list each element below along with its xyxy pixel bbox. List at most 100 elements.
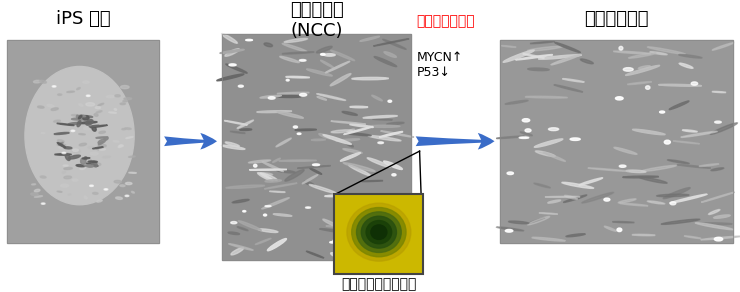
Ellipse shape — [618, 199, 636, 203]
Ellipse shape — [230, 131, 245, 133]
Ellipse shape — [554, 85, 583, 92]
Ellipse shape — [53, 86, 56, 87]
Ellipse shape — [528, 46, 562, 51]
Ellipse shape — [280, 56, 300, 62]
Ellipse shape — [119, 145, 124, 147]
Ellipse shape — [73, 156, 78, 158]
Ellipse shape — [62, 152, 66, 154]
Ellipse shape — [84, 126, 91, 130]
Ellipse shape — [271, 95, 301, 98]
Ellipse shape — [58, 140, 64, 142]
Ellipse shape — [352, 208, 406, 257]
Ellipse shape — [619, 203, 648, 206]
Ellipse shape — [361, 216, 397, 248]
Ellipse shape — [104, 137, 108, 140]
Ellipse shape — [366, 213, 379, 219]
Ellipse shape — [101, 145, 106, 147]
Ellipse shape — [231, 248, 243, 255]
Ellipse shape — [306, 207, 311, 208]
Ellipse shape — [92, 161, 97, 167]
Ellipse shape — [582, 192, 613, 203]
Ellipse shape — [80, 166, 85, 170]
Ellipse shape — [336, 139, 360, 141]
Ellipse shape — [262, 162, 283, 172]
Ellipse shape — [343, 126, 373, 135]
Ellipse shape — [562, 182, 593, 188]
Ellipse shape — [228, 232, 240, 234]
Ellipse shape — [551, 55, 581, 65]
Ellipse shape — [58, 94, 61, 95]
Ellipse shape — [682, 130, 697, 132]
Ellipse shape — [681, 131, 717, 138]
Ellipse shape — [240, 129, 252, 131]
Ellipse shape — [525, 96, 568, 98]
Ellipse shape — [300, 93, 306, 96]
Ellipse shape — [89, 125, 99, 127]
Ellipse shape — [89, 160, 91, 163]
Ellipse shape — [616, 97, 623, 100]
Ellipse shape — [380, 131, 414, 137]
Ellipse shape — [502, 46, 516, 47]
Ellipse shape — [87, 95, 90, 96]
Ellipse shape — [580, 59, 593, 64]
Ellipse shape — [342, 112, 357, 115]
Ellipse shape — [57, 191, 62, 192]
Ellipse shape — [659, 84, 702, 86]
Ellipse shape — [639, 177, 667, 183]
Ellipse shape — [276, 138, 292, 147]
Ellipse shape — [530, 41, 554, 44]
Ellipse shape — [30, 193, 38, 196]
Ellipse shape — [81, 158, 86, 164]
Ellipse shape — [604, 198, 610, 201]
Ellipse shape — [613, 221, 634, 223]
Ellipse shape — [90, 152, 98, 155]
Ellipse shape — [278, 112, 303, 118]
Ellipse shape — [656, 194, 689, 197]
Ellipse shape — [323, 135, 352, 144]
Ellipse shape — [333, 240, 366, 248]
Ellipse shape — [124, 98, 132, 100]
Ellipse shape — [367, 158, 390, 167]
Ellipse shape — [86, 120, 93, 125]
Ellipse shape — [220, 49, 244, 53]
Ellipse shape — [331, 50, 354, 61]
Ellipse shape — [265, 206, 271, 207]
Ellipse shape — [92, 192, 98, 194]
Ellipse shape — [338, 210, 368, 216]
Ellipse shape — [505, 100, 528, 104]
Ellipse shape — [363, 115, 397, 118]
Ellipse shape — [38, 106, 44, 108]
Ellipse shape — [392, 174, 396, 176]
Ellipse shape — [317, 46, 332, 53]
Ellipse shape — [548, 128, 559, 131]
Ellipse shape — [713, 215, 730, 218]
Ellipse shape — [566, 234, 585, 237]
Ellipse shape — [344, 133, 371, 136]
Ellipse shape — [121, 86, 129, 89]
Ellipse shape — [269, 97, 275, 99]
Ellipse shape — [532, 237, 565, 241]
Ellipse shape — [373, 119, 392, 120]
Ellipse shape — [369, 125, 400, 127]
Ellipse shape — [356, 225, 374, 227]
Ellipse shape — [62, 171, 66, 173]
Ellipse shape — [516, 55, 553, 60]
Ellipse shape — [388, 100, 391, 102]
Ellipse shape — [82, 158, 90, 159]
Ellipse shape — [354, 205, 372, 214]
Text: 神経芽腫細胞: 神経芽腫細胞 — [584, 10, 649, 28]
Ellipse shape — [109, 112, 116, 113]
Ellipse shape — [297, 166, 331, 168]
Ellipse shape — [648, 47, 685, 54]
Ellipse shape — [96, 137, 108, 138]
Ellipse shape — [699, 223, 732, 225]
Ellipse shape — [92, 147, 104, 149]
Ellipse shape — [265, 180, 281, 182]
Ellipse shape — [386, 243, 407, 246]
Ellipse shape — [528, 68, 549, 71]
Ellipse shape — [673, 141, 699, 144]
Ellipse shape — [383, 39, 406, 49]
Ellipse shape — [497, 136, 525, 139]
Ellipse shape — [565, 195, 577, 199]
Ellipse shape — [57, 144, 66, 146]
